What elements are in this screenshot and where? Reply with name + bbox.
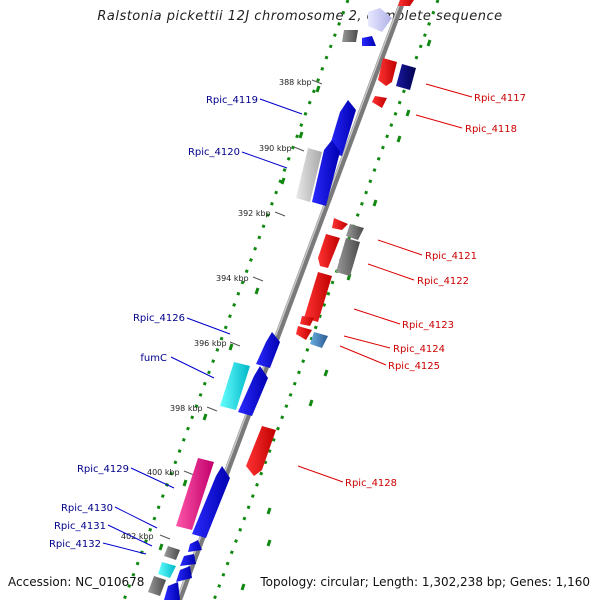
gene-feature[interactable] [300, 316, 314, 326]
gc-track-right [212, 0, 440, 600]
accession-text: Accession: NC_010678 [8, 575, 145, 589]
gene-feature[interactable] [164, 582, 180, 600]
gene-feature[interactable] [318, 234, 340, 268]
gene-feature[interactable] [164, 546, 180, 560]
gene-feature[interactable] [188, 540, 202, 552]
gene-feature[interactable] [296, 326, 312, 340]
gene-label-left[interactable]: Rpic_4129 [77, 464, 129, 475]
gene-feature[interactable] [362, 36, 376, 46]
gene-feature[interactable] [296, 148, 322, 202]
kbp-label: 390 kbp [259, 144, 292, 153]
gene-label-right[interactable]: Rpic_4121 [425, 251, 477, 262]
kbp-label: 392 kbp [238, 209, 271, 218]
gene-label-left[interactable]: Rpic_4126 [133, 313, 185, 324]
gene-feature[interactable] [220, 362, 250, 410]
gene-feature[interactable] [256, 332, 280, 368]
kbp-label: 398 kbp [170, 404, 203, 413]
gene-feature[interactable] [304, 272, 332, 322]
gene-feature[interactable] [368, 8, 392, 32]
gene-feature[interactable] [398, 0, 414, 6]
gene-feature[interactable] [346, 224, 364, 240]
gene-label-left[interactable]: Rpic_4132 [49, 539, 101, 550]
gene-feature[interactable] [180, 554, 196, 566]
gene-label-right[interactable]: Rpic_4124 [393, 344, 445, 355]
gene-label-right[interactable]: Rpic_4118 [465, 124, 517, 135]
topology-text: Topology: circular; Length: 1,302,238 bp… [260, 575, 590, 589]
gene-feature[interactable] [378, 58, 397, 86]
gene-label-right[interactable]: Rpic_4123 [402, 320, 454, 331]
gc-skew-marks [158, 39, 432, 591]
gene-feature[interactable] [176, 566, 192, 582]
gene-label-right[interactable]: Rpic_4122 [417, 276, 469, 287]
gene-feature[interactable] [332, 218, 348, 230]
kbp-label: 396 kbp [194, 339, 227, 348]
gene-feature[interactable] [238, 366, 268, 416]
gene-feature[interactable] [312, 140, 340, 206]
gene-label-left[interactable]: fumC [140, 353, 167, 364]
gene-feature[interactable] [310, 332, 328, 348]
kbp-label: 402 kbp [121, 532, 154, 541]
gene-feature[interactable] [148, 576, 166, 596]
gene-feature[interactable] [372, 96, 387, 108]
kbp-label: 400 kbp [147, 468, 180, 477]
gene-label-left[interactable]: Rpic_4119 [206, 95, 258, 106]
gene-feature[interactable] [336, 238, 360, 276]
gene-feature[interactable] [192, 466, 230, 538]
gene-label-left[interactable]: Rpic_4120 [188, 147, 240, 158]
gene-label-left[interactable]: Rpic_4131 [54, 521, 106, 532]
gene-feature[interactable] [342, 30, 358, 42]
gene-label-right[interactable]: Rpic_4128 [345, 478, 397, 489]
gene-feature[interactable] [246, 426, 276, 476]
gene-feature[interactable] [328, 100, 356, 156]
kbp-label: 394 kbp [216, 274, 249, 283]
kbp-ticks [159, 79, 323, 540]
gene-feature[interactable] [158, 562, 176, 578]
gene-feature[interactable] [396, 64, 416, 90]
gene-label-right[interactable]: Rpic_4117 [474, 93, 526, 104]
gene-label-right[interactable]: Rpic_4125 [388, 361, 440, 372]
kbp-label: 388 kbp [279, 78, 312, 87]
gene-feature[interactable] [176, 458, 214, 530]
gene-label-left[interactable]: Rpic_4130 [61, 503, 113, 514]
